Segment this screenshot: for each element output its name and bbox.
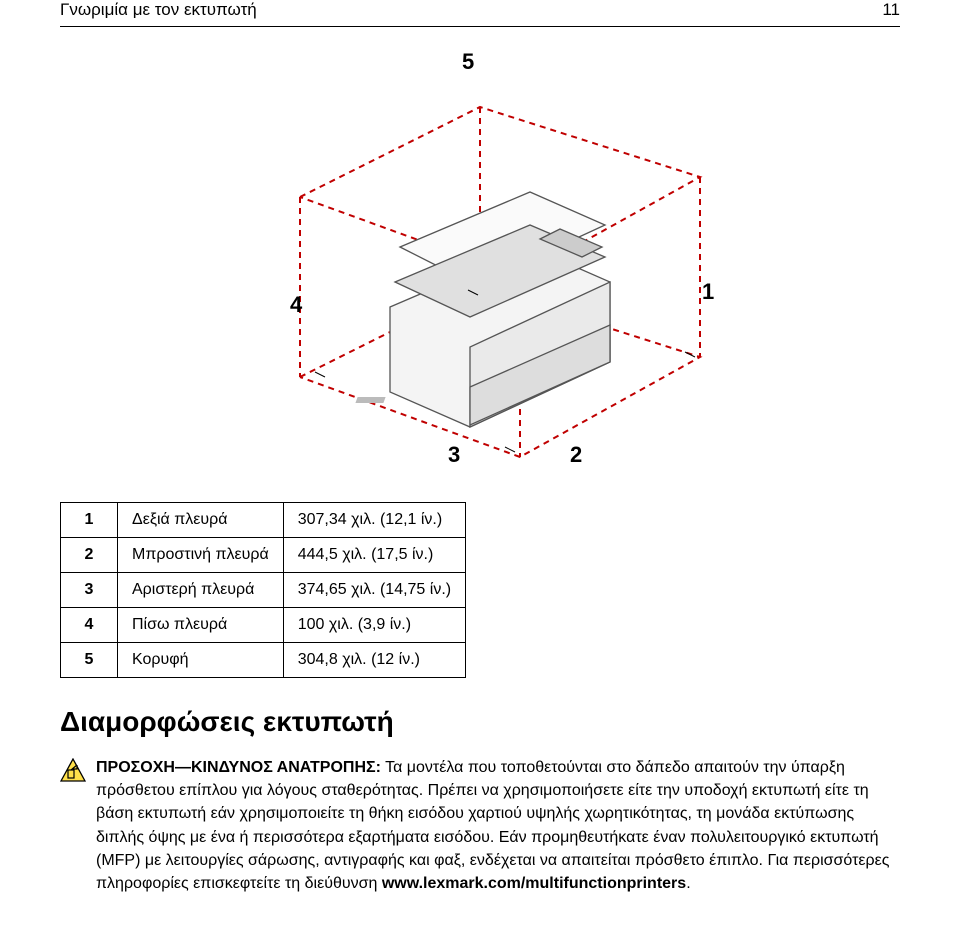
dim-idx: 4 xyxy=(61,608,118,643)
tip-hazard-icon xyxy=(60,758,86,789)
warning-link: www.lexmark.com/multifunctionprinters xyxy=(382,875,686,892)
dim-label: Κορυφή xyxy=(118,643,284,678)
clearance-figure-wrap: 5 4 1 3 2 xyxy=(60,47,900,472)
dim-label: Δεξιά πλευρά xyxy=(118,503,284,538)
warning-body: Τα μοντέλα που τοποθετούνται στο δάπεδο … xyxy=(96,759,889,892)
printer-clearance-svg xyxy=(230,47,730,467)
dimensions-table-body: 1 Δεξιά πλευρά 307,34 χιλ. (12,1 ίν.) 2 … xyxy=(61,503,466,678)
callout-1: 1 xyxy=(702,279,714,305)
dim-idx: 2 xyxy=(61,538,118,573)
header-page-number: 11 xyxy=(882,0,900,20)
warning-trailing: . xyxy=(686,875,690,892)
dim-idx: 5 xyxy=(61,643,118,678)
warning-text: ΠΡΟΣΟΧΗ—ΚΙΝΔΥΝΟΣ ΑΝΑΤΡΟΠΗΣ: Τα μοντέλα π… xyxy=(96,756,900,895)
table-row: 3 Αριστερή πλευρά 374,65 χιλ. (14,75 ίν.… xyxy=(61,573,466,608)
callout-3: 3 xyxy=(448,442,460,468)
clearance-figure: 5 4 1 3 2 xyxy=(230,47,730,472)
dim-label: Πίσω πλευρά xyxy=(118,608,284,643)
table-row: 4 Πίσω πλευρά 100 χιλ. (3,9 ίν.) xyxy=(61,608,466,643)
manual-page: Γνωριμία με τον εκτυπωτή 11 xyxy=(0,0,960,935)
callout-5: 5 xyxy=(462,49,474,75)
dim-value: 307,34 χιλ. (12,1 ίν.) xyxy=(283,503,465,538)
dim-idx: 3 xyxy=(61,573,118,608)
callout-2: 2 xyxy=(570,442,582,468)
section-title: Διαμορφώσεις εκτυπωτή xyxy=(60,706,900,738)
dim-idx: 1 xyxy=(61,503,118,538)
page-header: Γνωριμία με τον εκτυπωτή 11 xyxy=(60,0,900,27)
dim-value: 304,8 χιλ. (12 ίν.) xyxy=(283,643,465,678)
table-row: 5 Κορυφή 304,8 χιλ. (12 ίν.) xyxy=(61,643,466,678)
callout-4: 4 xyxy=(290,292,302,318)
dimensions-table: 1 Δεξιά πλευρά 307,34 χιλ. (12,1 ίν.) 2 … xyxy=(60,502,466,678)
header-title: Γνωριμία με τον εκτυπωτή xyxy=(60,0,257,20)
dim-value: 444,5 χιλ. (17,5 ίν.) xyxy=(283,538,465,573)
table-row: 2 Μπροστινή πλευρά 444,5 χιλ. (17,5 ίν.) xyxy=(61,538,466,573)
table-row: 1 Δεξιά πλευρά 307,34 χιλ. (12,1 ίν.) xyxy=(61,503,466,538)
dim-label: Μπροστινή πλευρά xyxy=(118,538,284,573)
dim-label: Αριστερή πλευρά xyxy=(118,573,284,608)
dim-value: 100 χιλ. (3,9 ίν.) xyxy=(283,608,465,643)
dim-value: 374,65 χιλ. (14,75 ίν.) xyxy=(283,573,465,608)
warning-lead: ΠΡΟΣΟΧΗ—ΚΙΝΔΥΝΟΣ ΑΝΑΤΡΟΠΗΣ: xyxy=(96,759,381,776)
tip-over-warning: ΠΡΟΣΟΧΗ—ΚΙΝΔΥΝΟΣ ΑΝΑΤΡΟΠΗΣ: Τα μοντέλα π… xyxy=(60,756,900,895)
